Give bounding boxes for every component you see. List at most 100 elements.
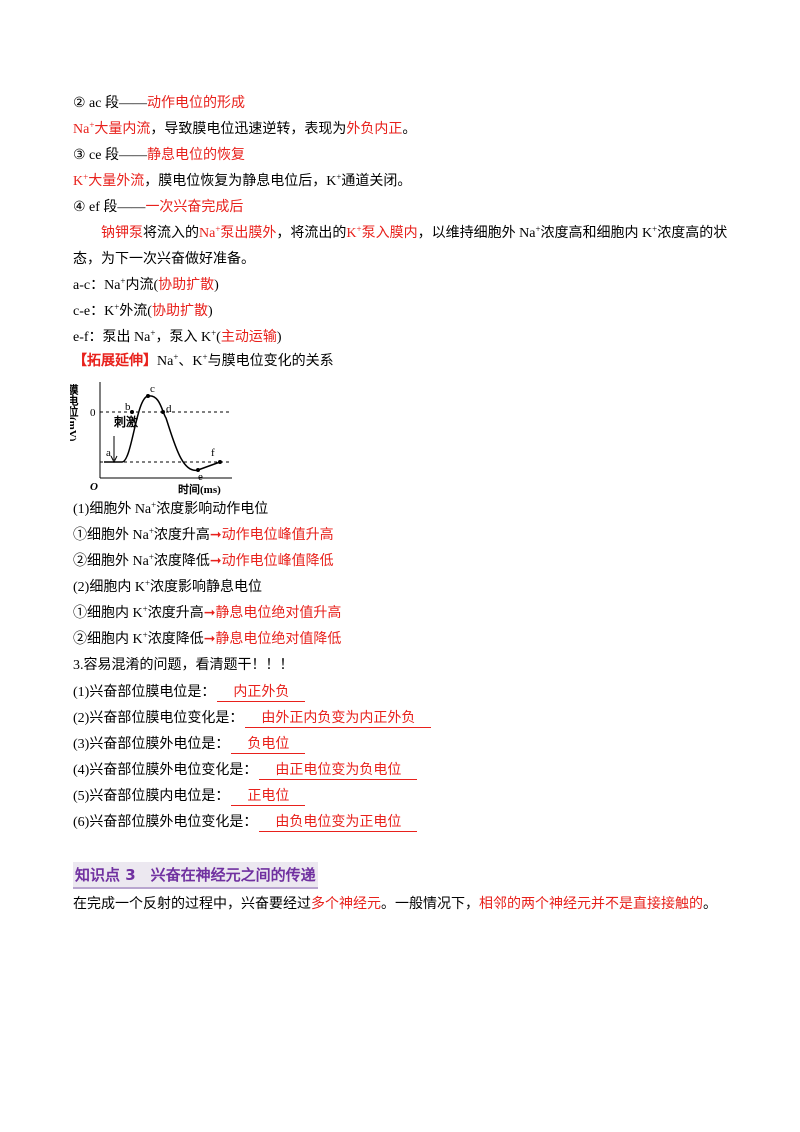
text: + <box>356 224 362 234</box>
text: ➞动作电位峰值降低 <box>209 554 334 569</box>
line: ①细胞内 K+浓度升高➞静息电位绝对值升高 <box>73 601 733 627</box>
line: Na+大量内流，导致膜电位迅速逆转，表现为外负内正。 <box>73 117 733 143</box>
question: (2)兴奋部位膜电位变化是： <box>73 711 244 726</box>
line: ①细胞外 Na+浓度升高➞动作电位峰值升高 <box>73 523 733 549</box>
point-label: a <box>106 447 111 459</box>
line: ③ ce 段——静息电位的恢复 <box>73 143 733 169</box>
answer: 由负电位变为正电位 <box>259 815 418 832</box>
text: ) <box>214 278 219 293</box>
text: 浓度降低 <box>147 632 204 647</box>
text: a-c：Na <box>73 278 121 293</box>
zero-label: 0 <box>90 407 96 419</box>
text: ①细胞内 K <box>73 606 143 621</box>
text: ①细胞外 Na <box>73 528 149 543</box>
line: ④ ef 段——一次兴奋完成后 <box>73 195 733 221</box>
text: Na <box>199 226 216 241</box>
point <box>146 394 150 398</box>
section-heading: 知识点 3 兴奋在神经元之间的传递 <box>73 862 318 889</box>
text: 协助扩散 <box>151 304 208 319</box>
point-label: f <box>211 447 215 459</box>
text: 动作电位的形成 <box>146 96 245 111</box>
text: + <box>148 552 154 562</box>
question: (4)兴奋部位膜外电位变化是： <box>73 763 258 778</box>
text: 内流( <box>125 278 159 293</box>
text: + <box>151 500 157 510</box>
line: e-f：泵出 Na+，泵入 K+(主动运输) <box>73 325 733 351</box>
text: + <box>148 526 154 536</box>
text: + <box>336 172 342 182</box>
line: 3.容易混淆的问题，看清题干！！！ <box>73 653 733 679</box>
line: (1)细胞外 Na+浓度影响动作电位 <box>73 497 733 523</box>
point <box>161 410 165 414</box>
text: + <box>211 328 217 338</box>
text: (2)细胞内 K <box>73 580 145 595</box>
text: 【拓展延伸】 <box>73 354 157 369</box>
text: 泵出膜外 <box>220 226 277 241</box>
text: 浓度降低 <box>153 554 210 569</box>
text: Na <box>73 122 90 137</box>
text: ➞静息电位绝对值降低 <box>203 632 342 647</box>
text: ，以维持细胞外 Na <box>417 226 536 241</box>
question: (3)兴奋部位膜外电位是： <box>73 737 230 752</box>
line: a-c：Na+内流(协助扩散) <box>73 273 733 299</box>
text: 主动运输 <box>220 330 277 345</box>
text: 浓度高的状态，为下一次兴奋做好准备。 <box>73 226 728 267</box>
text: ➞动作电位峰值升高 <box>209 528 334 543</box>
text: 浓度高和细胞内 K <box>540 226 653 241</box>
answer: 由正电位变为负电位 <box>259 763 418 780</box>
text: 。 <box>703 897 717 912</box>
line: ② ac 段——动作电位的形成 <box>73 91 733 117</box>
qa-line: (2)兴奋部位膜电位变化是： 由外正内负变为内正外负 <box>73 706 733 732</box>
text: (1)细胞外 Na <box>73 502 152 517</box>
stimulus-label: 刺激 <box>113 414 138 429</box>
question: (1)兴奋部位膜电位是： <box>73 685 216 700</box>
text: + <box>652 224 658 234</box>
text: + <box>215 224 221 234</box>
origin-label: O <box>90 481 98 493</box>
text: 大量内流 <box>94 122 151 137</box>
qa-line: (6)兴奋部位膜外电位变化是： 由负电位变为正电位 <box>73 810 733 836</box>
text: + <box>83 172 89 182</box>
text: 钠钾泵 <box>101 226 143 241</box>
point-label: b <box>125 401 131 413</box>
paragraph: 在完成一个反射的过程中，兴奋要经过多个神经元。一般情况下，相邻的两个神经元并不是… <box>73 892 733 918</box>
text: 相邻的两个神经元并不是直接接触的 <box>479 897 703 912</box>
text: 将流入的 <box>143 226 199 241</box>
question: (5)兴奋部位膜内电位是： <box>73 789 230 804</box>
text: e-f：泵出 Na <box>73 330 151 345</box>
text: + <box>89 120 95 130</box>
qa-line: (3)兴奋部位膜外电位是： 负电位 <box>73 732 733 758</box>
text: + <box>202 352 208 362</box>
text: ②细胞内 K <box>73 632 143 647</box>
text: 与膜电位变化的关系 <box>207 354 334 369</box>
text: 、K <box>178 354 203 369</box>
text: K <box>73 174 84 189</box>
text: + <box>535 224 541 234</box>
text: ②细胞外 Na <box>73 554 149 569</box>
text: 浓度影响静息电位 <box>150 580 263 595</box>
text: ② ac 段—— <box>73 96 147 111</box>
text: 在完成一个反射的过程中，兴奋要经过 <box>73 897 311 912</box>
point-label: d <box>166 403 172 415</box>
y-label: 膜电位(mV) <box>70 383 79 442</box>
line: c-e：K+外流(协助扩散) <box>73 299 733 325</box>
point <box>130 410 134 414</box>
line: (2)细胞内 K+浓度影响静息电位 <box>73 575 733 601</box>
paragraph: 钠钾泵将流入的Na+泵出膜外，将流出的K+泵入膜内，以维持细胞外 Na+浓度高和… <box>73 221 733 273</box>
curve <box>104 395 221 471</box>
answer: 由外正内负变为内正外负 <box>245 711 432 728</box>
question: (6)兴奋部位膜外电位变化是： <box>73 815 258 830</box>
text: ) <box>207 304 213 319</box>
point <box>196 468 200 472</box>
text: 浓度升高 <box>147 606 204 621</box>
line: K+大量外流，膜电位恢复为静息电位后，K+通道关闭。 <box>73 169 733 195</box>
text: ③ ce 段—— <box>73 148 147 163</box>
text: + <box>173 352 179 362</box>
text: 外流( <box>119 304 152 319</box>
text: c-e：K <box>73 304 115 319</box>
text: K <box>346 226 357 241</box>
text: + <box>120 276 126 286</box>
stimulus-arrow-head <box>110 455 118 464</box>
point-label: e <box>198 471 203 483</box>
